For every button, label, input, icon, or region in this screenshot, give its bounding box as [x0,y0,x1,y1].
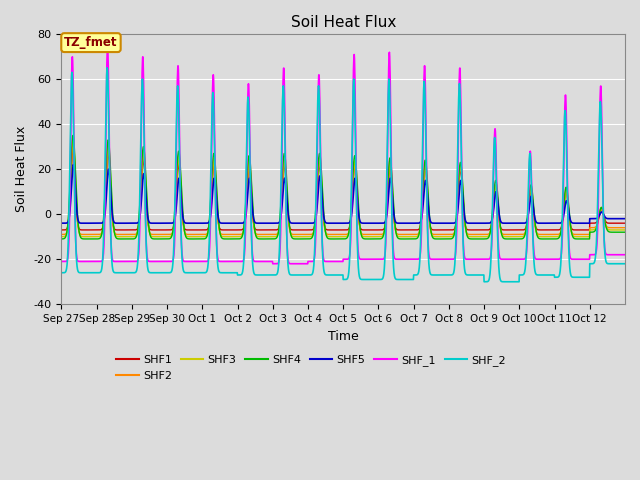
SHF1 [545,227,553,233]
SHF_1 [613,252,621,258]
SHF5 [378,220,385,226]
Line: SHF5: SHF5 [61,165,625,223]
SHF4 [513,236,521,242]
SHF5 [513,220,521,226]
SHF2 [545,231,553,237]
SHF1 [236,227,244,233]
SHF4 [69,132,77,138]
SHF_2 [236,272,243,278]
SHF1 [621,220,628,226]
SHF5 [58,220,65,226]
SHF5 [236,220,244,226]
SHF3 [545,234,553,240]
Line: SHF1: SHF1 [61,149,625,230]
SHF_2 [613,261,621,266]
SHF5 [621,216,628,222]
SHF_1 [513,256,521,262]
SHF2 [90,231,97,237]
Line: SHF4: SHF4 [61,135,625,239]
Line: SHF2: SHF2 [61,144,625,234]
SHF_2 [58,270,65,276]
SHF4 [621,229,628,235]
Text: TZ_fmet: TZ_fmet [64,36,118,49]
SHF5 [115,220,122,226]
SHF_1 [104,43,111,48]
SHF1 [58,227,65,233]
Line: SHF3: SHF3 [61,140,625,237]
SHF1 [115,227,122,233]
SHF2 [58,231,65,237]
SHF_2 [545,272,553,278]
SHF2 [69,142,77,147]
X-axis label: Time: Time [328,330,358,343]
SHF4 [378,236,385,241]
Y-axis label: Soil Heat Flux: Soil Heat Flux [15,126,28,212]
SHF3 [115,234,122,240]
SHF_1 [114,259,122,264]
SHF3 [513,234,521,240]
SHF_2 [103,65,111,71]
SHF2 [513,231,521,237]
Title: Soil Heat Flux: Soil Heat Flux [291,15,396,30]
Line: SHF_1: SHF_1 [61,46,625,264]
SHF3 [236,234,244,240]
SHF1 [88,227,95,233]
SHF3 [69,137,77,143]
SHF_1 [621,252,628,258]
SHF_2 [114,270,122,276]
SHF2 [378,231,385,237]
SHF2 [115,231,122,237]
Line: SHF_2: SHF_2 [61,68,625,282]
SHF_1 [58,259,65,264]
SHF_2 [513,279,521,285]
SHF1 [69,146,77,152]
SHF2 [236,231,244,237]
SHF2 [613,225,621,230]
SHF5 [87,220,95,226]
SHF3 [613,227,621,233]
SHF4 [236,236,244,242]
SHF_1 [378,256,385,262]
SHF5 [613,216,621,222]
SHF_2 [621,261,628,266]
SHF1 [513,227,521,233]
SHF4 [545,236,553,242]
SHF3 [91,234,99,240]
SHF4 [613,229,621,235]
SHF_2 [377,276,385,282]
SHF1 [378,227,385,233]
SHF3 [621,227,628,233]
SHF_1 [545,256,553,262]
Legend: SHF1, SHF2, SHF3, SHF4, SHF5, SHF_1, SHF_2: SHF1, SHF2, SHF3, SHF4, SHF5, SHF_1, SHF… [112,351,510,385]
SHF4 [58,236,65,242]
SHF5 [70,162,77,168]
SHF_2 [508,279,516,285]
SHF4 [93,236,100,242]
SHF3 [58,234,65,240]
SHF_1 [294,261,301,266]
SHF1 [613,220,621,226]
SHF_1 [236,259,243,264]
SHF5 [545,220,553,226]
SHF3 [378,234,385,240]
SHF2 [621,225,628,230]
SHF4 [115,236,122,242]
